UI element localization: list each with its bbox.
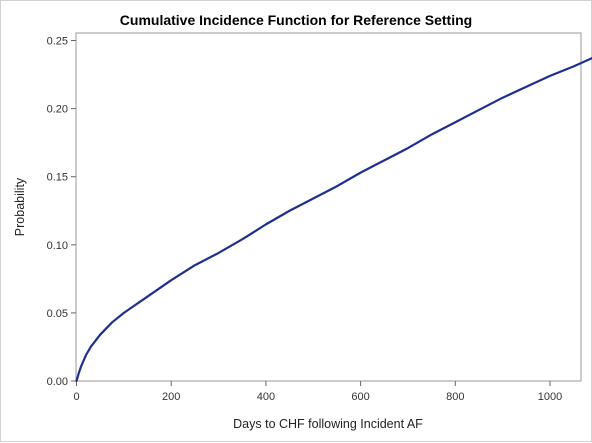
y-axis: 0.00 0.05 0.10 0.15 0.20 0.25 — [47, 36, 76, 389]
x-tick-label: 0 — [73, 391, 79, 403]
cif-series-line — [77, 57, 592, 381]
x-tick-label: 800 — [446, 391, 464, 403]
x-tick-label: 600 — [351, 391, 369, 403]
y-tick-label: 0.25 — [47, 36, 68, 48]
x-tick-label: 1000 — [538, 391, 562, 403]
plot-area — [76, 33, 581, 381]
y-tick-label: 0.00 — [47, 376, 68, 388]
y-tick-label: 0.05 — [47, 308, 68, 320]
y-axis-label: Probability — [13, 177, 27, 236]
y-tick-label: 0.20 — [47, 104, 68, 116]
series-layer — [77, 57, 592, 381]
y-tick-label: 0.10 — [47, 240, 68, 252]
y-tick-label: 0.15 — [47, 172, 68, 184]
x-tick-label: 400 — [257, 391, 275, 403]
x-tick-label: 200 — [162, 391, 180, 403]
x-axis-label: Days to CHF following Incident AF — [233, 417, 423, 431]
x-axis: 0 200 400 600 800 1000 — [73, 381, 562, 403]
